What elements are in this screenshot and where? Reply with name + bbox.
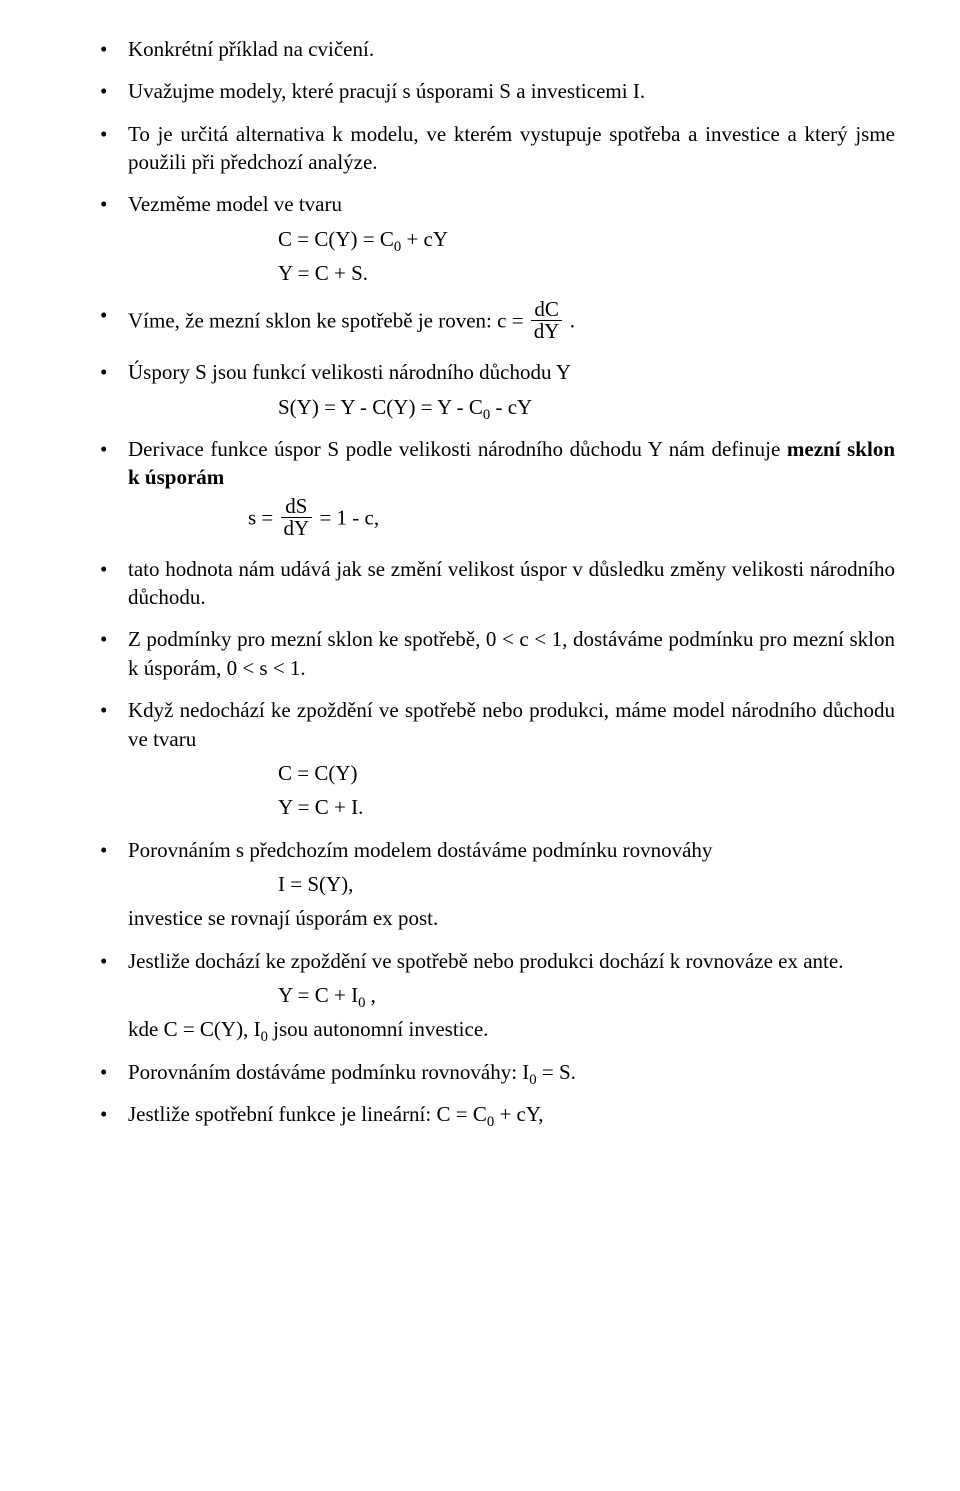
eq-text: - cY — [490, 395, 532, 419]
numerator: dC — [531, 299, 563, 320]
fraction: dCdY — [531, 299, 563, 342]
text: Jestliže spotřební funkce je lineární: C… — [128, 1102, 487, 1126]
equation: Y = C + I. — [278, 793, 895, 821]
text: . — [564, 309, 575, 333]
bullet-item: Víme, že mezní sklon ke spotřebě je rove… — [100, 301, 895, 344]
equation: s = dSdY = 1 - c, — [248, 498, 895, 541]
text: jsou autonomní investice. — [268, 1017, 488, 1041]
bullet-item: tato hodnota nám udává jak se změní veli… — [100, 555, 895, 612]
fraction: dSdY — [281, 496, 313, 539]
eq-text: Y = C + I — [278, 983, 358, 1007]
eq-text: I = S(Y), — [278, 872, 353, 896]
text: investice se rovnají úsporám ex post. — [128, 904, 895, 932]
equation: C = C(Y) = C0 + cY — [278, 225, 895, 253]
text: + cY, — [494, 1102, 543, 1126]
text: Vezměme model ve tvaru — [128, 192, 342, 216]
bullet-item: Derivace funkce úspor S podle velikosti … — [100, 435, 895, 541]
text: Když nedochází ke zpoždění ve spotřebě n… — [128, 698, 895, 750]
text: Úspory S jsou funkcí velikosti národního… — [128, 360, 571, 384]
equation: I = S(Y), — [278, 870, 895, 898]
eq-text: Y = C + S. — [278, 261, 368, 285]
text: Z podmínky pro mezní sklon ke spotřebě, … — [128, 627, 895, 679]
eq-text: + cY — [401, 227, 448, 251]
numerator: dS — [281, 496, 313, 517]
text: Jestliže dochází ke zpoždění ve spotřebě… — [128, 949, 843, 973]
eq-text: C = C(Y) — [278, 761, 358, 785]
text: Uvažujme modely, které pracují s úsporam… — [128, 79, 645, 103]
equation: Y = C + S. — [278, 259, 895, 287]
text: Víme, že mezní sklon ke spotřebě je rove… — [128, 309, 529, 333]
text: Porovnáním dostáváme podmínku rovnováhy:… — [128, 1060, 529, 1084]
text: Derivace funkce úspor S podle velikosti … — [128, 437, 787, 461]
bullet-list: Konkrétní příklad na cvičení. Uvažujme m… — [100, 35, 895, 1128]
denominator: dY — [281, 517, 313, 539]
subscript: 0 — [529, 1072, 536, 1088]
bullet-item: Když nedochází ke zpoždění ve spotřebě n… — [100, 696, 895, 821]
eq-text: Y = C + I. — [278, 795, 363, 819]
text: Konkrétní příklad na cvičení. — [128, 37, 374, 61]
bullet-item: To je určitá alternativa k modelu, ve kt… — [100, 120, 895, 177]
bullet-item: Uvažujme modely, které pracují s úsporam… — [100, 77, 895, 105]
text-line: kde C = C(Y), I0 jsou autonomní investic… — [128, 1015, 895, 1043]
bullet-item: Jestliže dochází ke zpoždění ve spotřebě… — [100, 947, 895, 1044]
text: = S. — [537, 1060, 576, 1084]
text: tato hodnota nám udává jak se změní veli… — [128, 557, 895, 609]
equation: Y = C + I0 , — [278, 981, 895, 1009]
bullet-item: Z podmínky pro mezní sklon ke spotřebě, … — [100, 625, 895, 682]
bullet-item: Porovnáním s předchozím modelem dostávám… — [100, 836, 895, 933]
equation: S(Y) = Y - C(Y) = Y - C0 - cY — [278, 393, 895, 421]
bullet-item: Vezměme model ve tvaru C = C(Y) = C0 + c… — [100, 190, 895, 287]
bullet-item: Konkrétní příklad na cvičení. — [100, 35, 895, 63]
bullet-item: Úspory S jsou funkcí velikosti národního… — [100, 358, 895, 421]
eq-text: , — [365, 983, 376, 1007]
eq-text: s = — [248, 505, 279, 529]
eq-text: S(Y) = Y - C(Y) = Y - C — [278, 395, 483, 419]
denominator: dY — [531, 320, 563, 342]
equation: C = C(Y) — [278, 759, 895, 787]
page: Konkrétní příklad na cvičení. Uvažujme m… — [0, 0, 960, 1491]
bullet-item: Porovnáním dostáváme podmínku rovnováhy:… — [100, 1058, 895, 1086]
text: kde C = C(Y), I — [128, 1017, 261, 1041]
eq-text: C = C(Y) = C — [278, 227, 394, 251]
text: Porovnáním s předchozím modelem dostávám… — [128, 838, 712, 862]
text: To je určitá alternativa k modelu, ve kt… — [128, 122, 895, 174]
bullet-item: Jestliže spotřební funkce je lineární: C… — [100, 1100, 895, 1128]
eq-text: = 1 - c, — [314, 505, 379, 529]
subscript: 0 — [261, 1029, 268, 1045]
